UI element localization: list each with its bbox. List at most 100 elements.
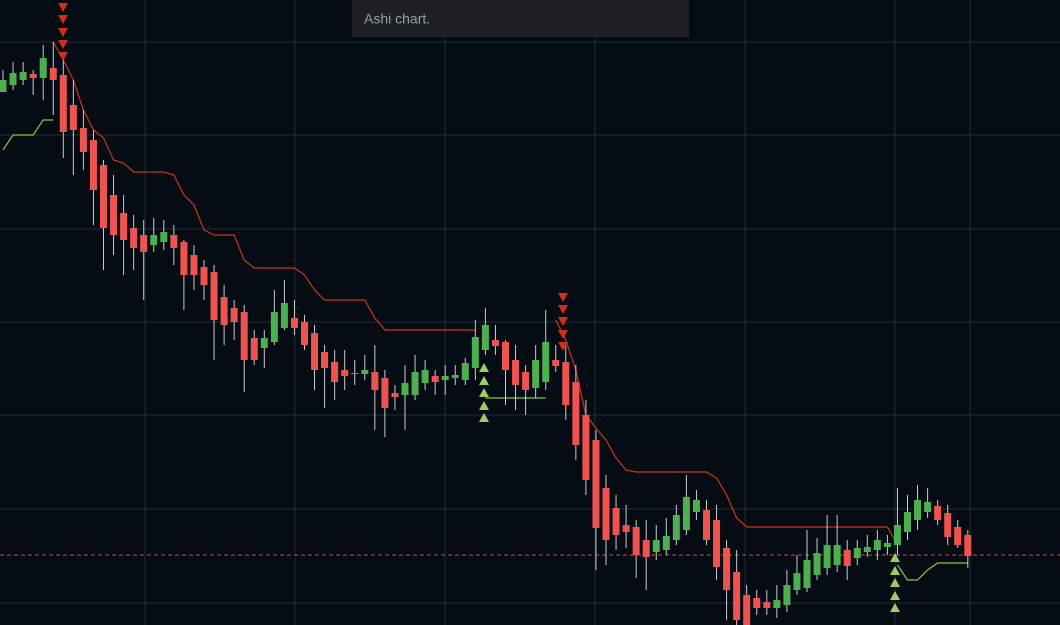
candle-body [461,363,469,380]
candle-body [562,362,570,405]
buy-marker [890,603,900,612]
buy-marker [479,413,489,422]
candle-body [753,598,761,608]
candle-body [733,572,741,620]
candle-body [391,393,399,397]
candle-body [280,303,288,328]
sell-marker [558,342,568,351]
candle-body [331,362,339,382]
candle-body [19,72,27,80]
candle-body [160,232,168,242]
candle-body [662,536,670,550]
candle-body [481,325,489,350]
candle-body [582,415,590,480]
candle-body [381,378,389,408]
candle-body [572,382,580,445]
stop-line [52,41,898,546]
candle-body [150,235,158,245]
candle-body [592,440,600,528]
candle-body [954,527,962,545]
candle-body [260,338,268,348]
candle-body [823,545,831,568]
candle-body [552,360,560,366]
sell-marker [558,317,568,326]
candle-body [301,322,308,345]
candle-body [893,525,901,545]
sell-marker [58,3,68,12]
candle-body [723,548,731,590]
candle-body [69,105,77,130]
candle-body [230,308,238,322]
candle-body [140,235,148,252]
candle-body [220,297,228,325]
candle-body [743,595,751,625]
candle-body [79,128,87,152]
candle-body [200,267,208,285]
candle-body [783,585,791,605]
candle-body [934,506,942,520]
candle-body [89,140,97,190]
candle-body [863,547,871,552]
candle-body [100,165,107,228]
sell-marker [58,40,68,49]
buy-marker [890,553,900,562]
candle-body [652,540,660,552]
candle-body [49,68,57,80]
sell-marker [58,28,68,37]
buy-marker [479,363,489,372]
candle-body [431,376,439,382]
candle-body [39,58,47,78]
candle-body [502,342,509,370]
sell-marker [558,330,568,339]
candle-body [321,352,329,368]
candle-body [512,360,520,385]
buy-marker [479,401,489,410]
candle-body [471,337,479,368]
sell-marker [558,293,568,302]
candle-body [270,312,278,342]
candle-body [0,80,7,92]
candle-body [612,508,620,535]
buy-marker [890,591,900,600]
candle-body [642,540,650,557]
candle-body [602,488,610,540]
candle-body [170,235,178,248]
buy-marker [890,566,900,575]
candle-body [130,228,138,248]
candle-body [59,75,67,132]
candle-body [803,560,811,588]
candle-body [873,540,881,550]
candle-body [542,342,550,382]
candle-body [29,74,37,78]
candle-body [682,497,690,530]
candle-body [914,500,922,520]
candle-body [110,195,118,235]
candle-body [672,515,680,540]
candle-body [843,550,851,566]
buy-marker [890,578,900,587]
candle-body [964,535,972,556]
candle-body [491,340,499,346]
buy-marker [479,388,489,397]
candle-body [341,370,349,376]
candle-body [833,545,841,565]
plot [0,3,972,625]
candle-body [522,372,530,390]
candle-body [190,255,198,275]
candle-body [713,520,721,567]
candle-body [371,372,379,390]
tooltip-box [352,0,689,37]
candle-body [441,376,449,380]
candle-body [240,312,248,360]
candle-body [763,602,771,608]
candle-body [692,500,700,512]
sell-marker [58,15,68,24]
candle-body [9,73,17,85]
candle-body [421,370,429,383]
chart-title: Ashi chart. [364,11,430,27]
candle-body [451,375,459,378]
sell-marker [558,305,568,314]
candle-body [813,553,821,575]
